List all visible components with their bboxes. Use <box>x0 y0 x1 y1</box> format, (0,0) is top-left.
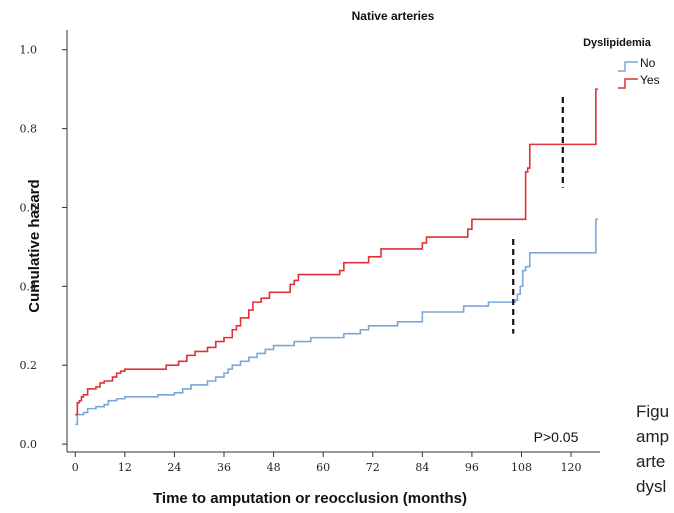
legend-swatch-no <box>618 61 638 72</box>
x-tick-label: 48 <box>267 461 281 474</box>
series-layer <box>75 88 598 426</box>
x-tick-label: 60 <box>316 461 330 474</box>
x-tick-label: 36 <box>217 461 231 474</box>
y-tick-label: 0.8 <box>20 123 38 136</box>
legend-label-yes: Yes <box>640 73 660 87</box>
x-tick-label: 24 <box>167 461 181 474</box>
censor-marks <box>512 97 564 334</box>
caption-line: arte <box>636 452 666 471</box>
y-tick-label: 0.0 <box>20 438 38 451</box>
series-yes-line <box>75 88 598 416</box>
legend-swatch-yes <box>618 78 638 89</box>
y-tick-label: 1.0 <box>20 44 38 57</box>
x-tick-label: 12 <box>118 461 132 474</box>
x-tick-label: 0 <box>72 461 79 474</box>
figure-caption: Figu amp arte dysl <box>636 399 674 499</box>
y-tick-label: 0.2 <box>20 359 38 372</box>
caption-line: amp <box>636 427 670 446</box>
x-tick-label: 72 <box>366 461 380 474</box>
series-no-line <box>75 218 598 426</box>
axes <box>66 30 600 453</box>
x-tick-label: 108 <box>511 461 532 474</box>
legend-title: Dyslipidemia <box>583 37 652 49</box>
caption-line: dysl <box>636 477 667 496</box>
y-tick-label: 0.4 <box>20 280 38 293</box>
p-value-annotation: P>0.05 <box>534 429 579 445</box>
chart-title: Native arteries <box>352 9 435 23</box>
x-tick-label: 120 <box>561 461 582 474</box>
y-tick-label: 0.6 <box>20 201 38 214</box>
caption-line: Figu <box>636 402 670 421</box>
x-axis-label: Time to amputation or reocclusion (month… <box>153 490 467 507</box>
y-axis-label: Cumulative hazard <box>26 179 43 312</box>
x-tick-label: 96 <box>465 461 479 474</box>
legend: Dyslipidemia No Yes <box>583 37 660 89</box>
axis-ticks: 0 12 24 36 48 60 72 84 96 108 120 0.0 0.2 0.4 0.6 0.8 1.… <box>20 44 582 474</box>
x-tick-label: 84 <box>415 461 429 474</box>
legend-label-no: No <box>640 56 656 70</box>
